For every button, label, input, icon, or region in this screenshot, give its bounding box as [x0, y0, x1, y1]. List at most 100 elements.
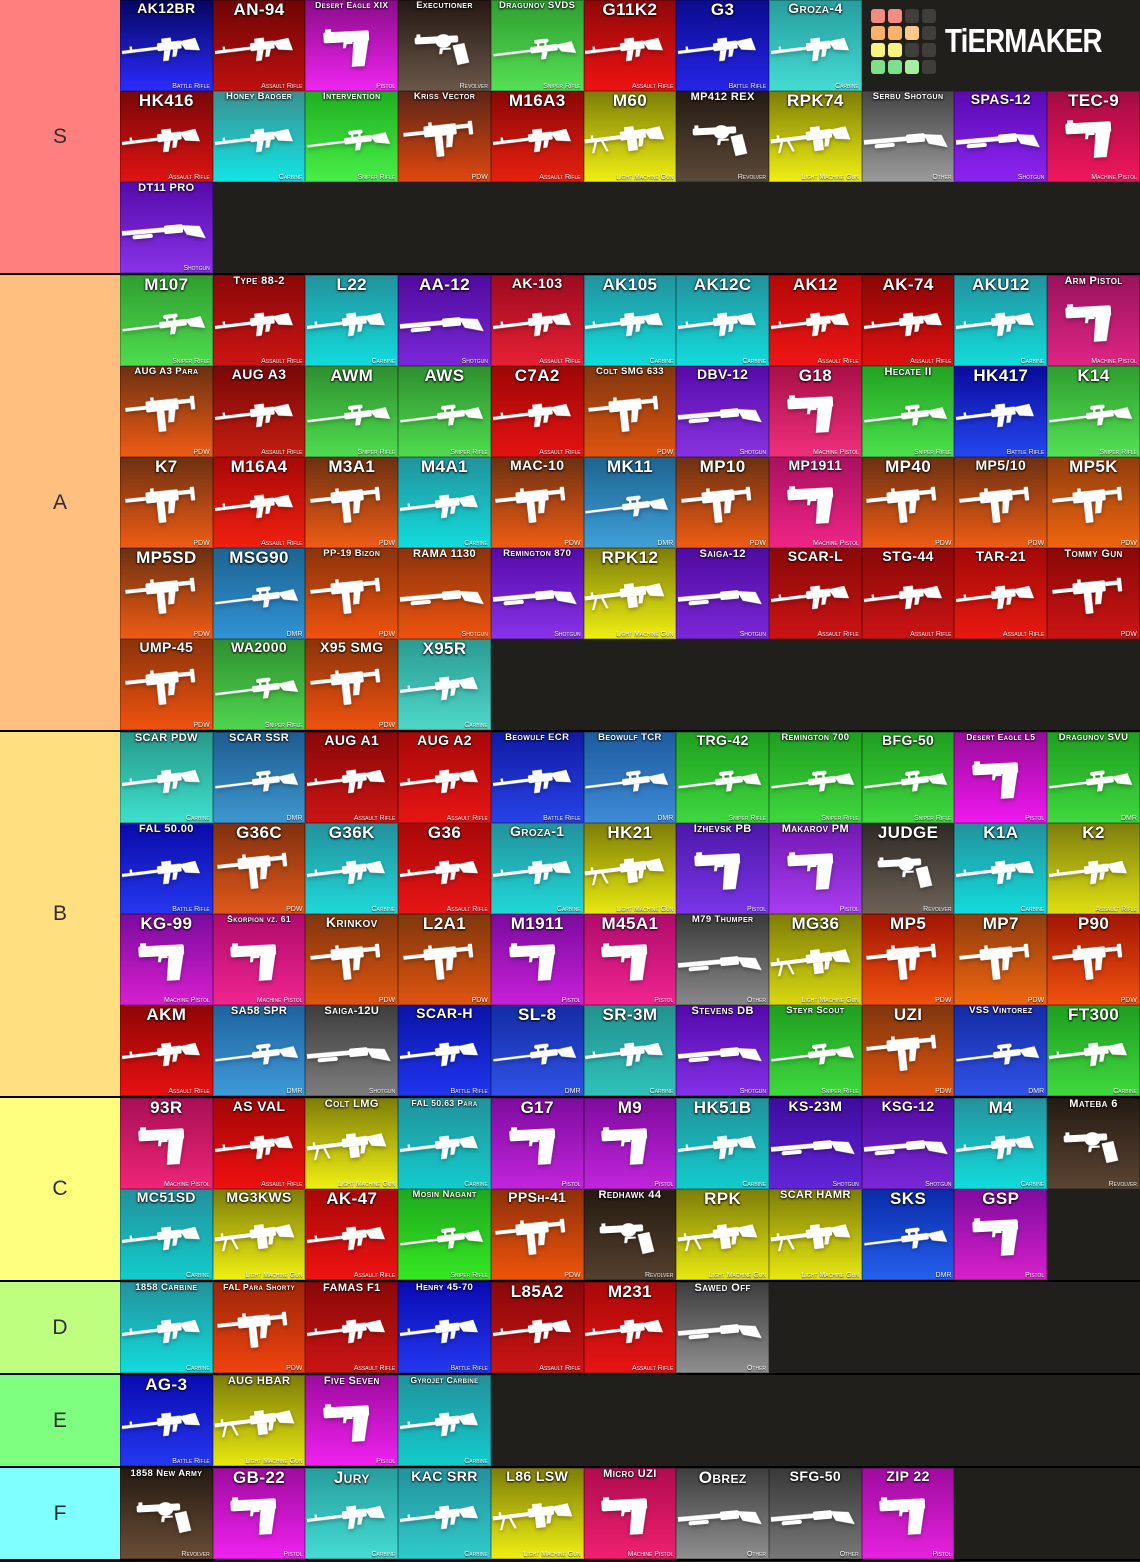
weapon-tile[interactable]: Dragunov SVDS Sniper Rifle: [490, 0, 584, 91]
weapon-tile[interactable]: ZIP 22 Pistol: [861, 1468, 955, 1559]
weapon-tile[interactable]: AK12 Assault Rifle: [769, 275, 862, 366]
weapon-tile[interactable]: BFG-50 Sniper Rifle: [861, 732, 955, 823]
weapon-tile[interactable]: C7A2 Assault Rifle: [490, 366, 584, 457]
weapon-tile[interactable]: Jury Carbine: [305, 1468, 399, 1559]
weapon-tile[interactable]: M9 Pistol: [583, 1098, 677, 1189]
weapon-tile[interactable]: AUG A3 Assault Rifle: [212, 366, 306, 457]
weapon-tile[interactable]: FAL Para Shorty PDW: [212, 1282, 306, 1373]
weapon-tile[interactable]: AK105 Carbine: [583, 275, 677, 366]
weapon-tile[interactable]: SCAR-L Assault Rifle: [769, 548, 862, 639]
weapon-tile[interactable]: Henry 45-70 Battle Rifle: [398, 1282, 491, 1373]
weapon-tile[interactable]: SR-3M Carbine: [583, 1005, 677, 1096]
weapon-tile[interactable]: RPK Light Machine Gun: [676, 1189, 770, 1280]
weapon-tile[interactable]: TAR-21 Assault Rifle: [954, 548, 1048, 639]
weapon-tile[interactable]: RPK74 Light Machine Gun: [769, 91, 862, 182]
weapon-tile[interactable]: MP40 PDW: [861, 457, 955, 548]
weapon-tile[interactable]: Kriss Vector PDW: [398, 91, 491, 182]
weapon-tile[interactable]: DT11 PRO Shotgun: [120, 182, 213, 273]
weapon-tile[interactable]: SCAR HAMR Light Machine Gun: [769, 1189, 862, 1280]
weapon-tile[interactable]: MP5 PDW: [861, 914, 955, 1005]
weapon-tile[interactable]: SPAS-12 Shotgun: [954, 91, 1048, 182]
weapon-tile[interactable]: G36K Carbine: [305, 823, 399, 914]
weapon-tile[interactable]: Honey Badger Carbine: [212, 91, 306, 182]
weapon-tile[interactable]: MAC-10 PDW: [490, 457, 584, 548]
weapon-tile[interactable]: AUG A3 Para PDW: [120, 366, 213, 457]
weapon-tile[interactable]: SCAR-H Battle Rifle: [398, 1005, 491, 1096]
weapon-tile[interactable]: Type 88-2 Assault Rifle: [212, 275, 306, 366]
weapon-tile[interactable]: Beowulf TCR DMR: [583, 732, 677, 823]
weapon-tile[interactable]: MP1911 Machine Pistol: [769, 457, 862, 548]
weapon-tile[interactable]: TRG-42 Sniper Rifle: [676, 732, 770, 823]
weapon-tile[interactable]: PP-19 Bizon PDW: [305, 548, 399, 639]
weapon-tile[interactable]: GB-22 Pistol: [212, 1468, 306, 1559]
weapon-tile[interactable]: AN-94 Assault Rifle: [212, 0, 306, 91]
weapon-tile[interactable]: Remington 700 Sniper Rifle: [769, 732, 862, 823]
weapon-tile[interactable]: K7 PDW: [120, 457, 213, 548]
weapon-tile[interactable]: P90 PDW: [1047, 914, 1140, 1005]
weapon-tile[interactable]: Remington 870 Shotgun: [490, 548, 584, 639]
weapon-tile[interactable]: Colt SMG 633 PDW: [583, 366, 677, 457]
weapon-tile[interactable]: MG36 Light Machine Gun: [769, 914, 862, 1005]
weapon-tile[interactable]: VSS Vintorez DMR: [954, 1005, 1048, 1096]
weapon-tile[interactable]: SCAR PDW Carbine: [120, 732, 213, 823]
weapon-tile[interactable]: G17 Pistol: [490, 1098, 584, 1189]
weapon-tile[interactable]: FAMAS F1 Assault Rifle: [305, 1282, 399, 1373]
weapon-tile[interactable]: M16A3 Assault Rifle: [490, 91, 584, 182]
weapon-tile[interactable]: Executioner Revolver: [398, 0, 491, 91]
weapon-tile[interactable]: MK11 DMR: [583, 457, 677, 548]
weapon-tile[interactable]: AK12BR Battle Rifle: [120, 0, 213, 91]
weapon-tile[interactable]: AK-103 Assault Rifle: [490, 275, 584, 366]
weapon-tile[interactable]: M45A1 Pistol: [583, 914, 677, 1005]
weapon-tile[interactable]: AKM Assault Rifle: [120, 1005, 213, 1096]
weapon-tile[interactable]: SFG-50 Other: [769, 1468, 862, 1559]
weapon-tile[interactable]: RPK12 Light Machine Gun: [583, 548, 677, 639]
weapon-tile[interactable]: FAL 50.00 Battle Rifle: [120, 823, 213, 914]
weapon-tile[interactable]: MC51SD Carbine: [120, 1189, 213, 1280]
weapon-tile[interactable]: DBV-12 Shotgun: [676, 366, 770, 457]
weapon-tile[interactable]: Sawed Off Other: [676, 1282, 770, 1373]
weapon-tile[interactable]: Tommy Gun PDW: [1047, 548, 1140, 639]
weapon-tile[interactable]: PPSh-41 PDW: [490, 1189, 584, 1280]
weapon-tile[interactable]: M4A1 Carbine: [398, 457, 491, 548]
weapon-tile[interactable]: X95 SMG PDW: [305, 639, 399, 730]
weapon-tile[interactable]: KS-23M Shotgun: [769, 1098, 862, 1189]
weapon-tile[interactable]: Serbu Shotgun Other: [861, 91, 955, 182]
weapon-tile[interactable]: G36C PDW: [212, 823, 306, 914]
weapon-tile[interactable]: HK21 Light Machine Gun: [583, 823, 677, 914]
weapon-tile[interactable]: Makarov PM Pistol: [769, 823, 862, 914]
weapon-tile[interactable]: Obrez Other: [676, 1468, 770, 1559]
weapon-tile[interactable]: Redhawk 44 Revolver: [583, 1189, 677, 1280]
weapon-tile[interactable]: AK-47 Assault Rifle: [305, 1189, 399, 1280]
weapon-tile[interactable]: STG-44 Assault Rifle: [861, 548, 955, 639]
weapon-tile[interactable]: MSG90 DMR: [212, 548, 306, 639]
weapon-tile[interactable]: RAMA 1130 Shotgun: [398, 548, 491, 639]
weapon-tile[interactable]: HK51B Carbine: [676, 1098, 770, 1189]
weapon-tile[interactable]: TEC-9 Machine Pistol: [1047, 91, 1140, 182]
weapon-tile[interactable]: G3 Battle Rifle: [676, 0, 770, 91]
weapon-tile[interactable]: Stevens DB Shotgun: [676, 1005, 770, 1096]
weapon-tile[interactable]: 1858 New Army Revolver: [120, 1468, 213, 1559]
weapon-tile[interactable]: MP5/10 PDW: [954, 457, 1048, 548]
weapon-tile[interactable]: MP5K PDW: [1047, 457, 1140, 548]
weapon-tile[interactable]: M4 Carbine: [954, 1098, 1048, 1189]
weapon-tile[interactable]: KAC SRR Carbine: [398, 1468, 491, 1559]
weapon-tile[interactable]: Gyrojet Carbine Carbine: [398, 1375, 491, 1466]
weapon-tile[interactable]: MP5SD PDW: [120, 548, 213, 639]
weapon-tile[interactable]: Steyr Scout Sniper Rifle: [769, 1005, 862, 1096]
weapon-tile[interactable]: MP412 REX Revolver: [676, 91, 770, 182]
weapon-tile[interactable]: SKS DMR: [861, 1189, 955, 1280]
weapon-tile[interactable]: Hecate II Sniper Rifle: [861, 366, 955, 457]
weapon-tile[interactable]: Škorpion vz. 61 Machine Pistol: [212, 914, 306, 1005]
weapon-tile[interactable]: M60 Light Machine Gun: [583, 91, 677, 182]
weapon-tile[interactable]: 93R Machine Pistol: [120, 1098, 213, 1189]
weapon-tile[interactable]: WA2000 Sniper Rifle: [212, 639, 306, 730]
weapon-tile[interactable]: MP10 PDW: [676, 457, 770, 548]
weapon-tile[interactable]: L86 LSW Light Machine Gun: [490, 1468, 584, 1559]
weapon-tile[interactable]: L2A1 PDW: [398, 914, 491, 1005]
weapon-tile[interactable]: KG-99 Machine Pistol: [120, 914, 213, 1005]
weapon-tile[interactable]: UMP-45 PDW: [120, 639, 213, 730]
weapon-tile[interactable]: Desert Eagle L5 Pistol: [954, 732, 1048, 823]
weapon-tile[interactable]: Krinkov PDW: [305, 914, 399, 1005]
weapon-tile[interactable]: Groza-1 Carbine: [490, 823, 584, 914]
weapon-tile[interactable]: M79 Thumper Other: [676, 914, 770, 1005]
